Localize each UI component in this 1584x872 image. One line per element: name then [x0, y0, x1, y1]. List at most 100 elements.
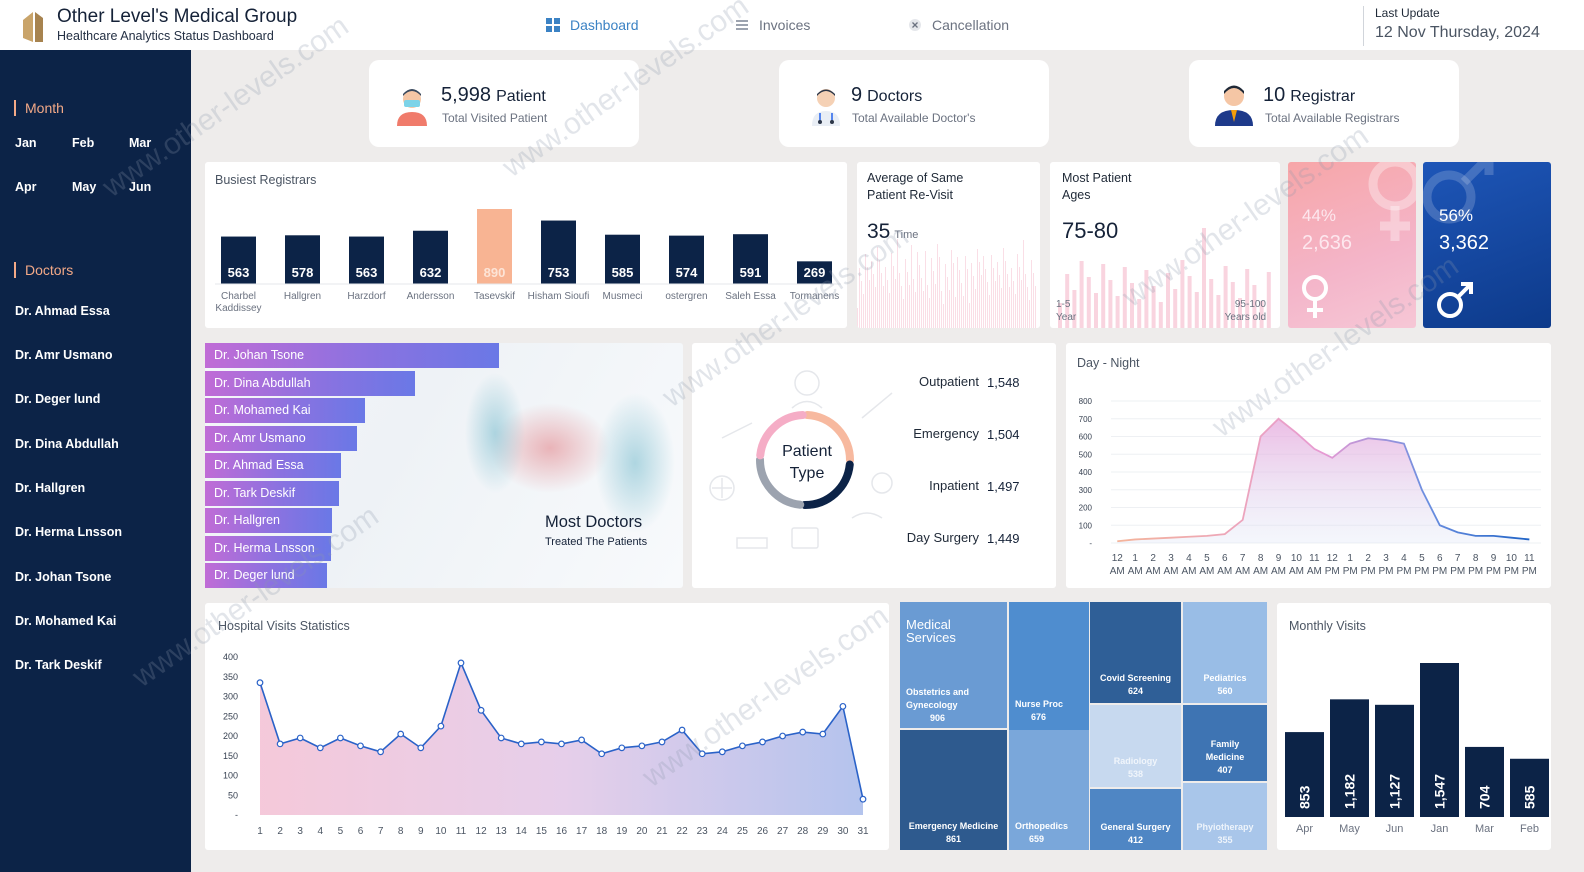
tm-covid-screening[interactable]: Covid Screening 624 — [1090, 602, 1181, 703]
registrar-bar[interactable] — [349, 236, 384, 284]
registrar-bar[interactable] — [669, 235, 704, 284]
day-night-xtick-hour: 7 — [1455, 553, 1461, 564]
donut-slice[interactable] — [803, 411, 855, 465]
visits-point[interactable] — [819, 730, 827, 738]
nav-dashboard[interactable]: Dashboard — [546, 17, 639, 33]
last-update-label: Last Update — [1375, 6, 1440, 20]
nav-invoices[interactable]: Invoices — [735, 17, 810, 33]
doctor-bar[interactable]: Dr. Dina Abdullah — [205, 370, 415, 396]
tm-pediatrics[interactable]: Pediatrics 560 — [1183, 602, 1267, 703]
day-night-xtick-hour: 4 — [1186, 553, 1192, 564]
visits-point[interactable] — [578, 736, 586, 744]
month-feb[interactable]: Feb — [72, 136, 95, 150]
month-may[interactable]: May — [72, 180, 97, 194]
sidebar-doctor[interactable]: Dr. Amr Usmano — [15, 348, 113, 362]
tm-orthopedics[interactable]: Orthopedics 659 — [1009, 730, 1089, 850]
visits-point[interactable] — [698, 750, 706, 758]
monthly-bar[interactable] — [1510, 758, 1549, 817]
sidebar-doctor[interactable]: Dr. Johan Tsone — [15, 570, 112, 584]
donut-slice[interactable] — [756, 455, 805, 509]
sidebar-doctor[interactable]: Dr. Ahmad Essa — [15, 304, 110, 318]
day-night-xtick-period: PM — [1522, 566, 1537, 577]
visits-point[interactable] — [477, 706, 485, 714]
kpi-doctors-number: 9 — [851, 84, 863, 106]
sidebar-doctor[interactable]: Dr. Hallgren — [15, 481, 86, 495]
registrar-bar[interactable] — [477, 209, 512, 284]
tm-obstetrics[interactable]: Obstetrics and Gynecology 906 — [906, 686, 986, 725]
visits-point[interactable] — [316, 744, 324, 752]
visits-point[interactable] — [538, 738, 545, 746]
visits-point[interactable] — [618, 744, 626, 752]
sidebar-doctor[interactable]: Dr. Tark Deskif — [15, 658, 102, 672]
tm-physiotherapy[interactable]: Phyiotherapy 355 — [1183, 783, 1267, 850]
tm-general-surgery[interactable]: General Surgery 412 — [1090, 789, 1181, 850]
visits-point[interactable] — [678, 726, 686, 734]
day-night-xtick-hour: 6 — [1222, 553, 1228, 564]
month-mar[interactable]: Mar — [129, 136, 152, 150]
registrar-bar[interactable] — [285, 235, 320, 284]
month-jan[interactable]: Jan — [15, 136, 37, 150]
visits-xtick: 25 — [737, 826, 749, 837]
visits-point[interactable] — [457, 659, 465, 667]
monthly-bar[interactable] — [1285, 732, 1324, 817]
visits-point[interactable] — [799, 728, 807, 736]
visits-point[interactable] — [296, 734, 304, 742]
visits-point[interactable] — [638, 742, 646, 750]
visits-point[interactable] — [437, 722, 445, 730]
donut-slice[interactable] — [800, 460, 854, 509]
month-apr[interactable]: Apr — [15, 180, 37, 194]
doctor-bar[interactable]: Dr. Deger lund — [205, 563, 327, 588]
visits-point[interactable] — [859, 795, 867, 803]
doctor-bar[interactable]: Dr. Hallgren — [205, 508, 332, 533]
tm-family-medicine[interactable]: Family Medicine 407 — [1183, 705, 1267, 781]
visits-point[interactable] — [779, 732, 786, 740]
donut-slice[interactable] — [756, 411, 807, 460]
registrar-bar[interactable] — [413, 230, 448, 284]
nav-cancellation[interactable]: Cancellation — [908, 17, 1009, 33]
sidebar-doctor[interactable]: Dr. Herma Lnsson — [15, 525, 122, 539]
sidebar-doctor[interactable]: Dr. Deger lund — [15, 392, 101, 406]
visits-point[interactable] — [256, 679, 264, 687]
ages-title: Most Patient Ages — [1062, 170, 1131, 204]
tm-radiology[interactable]: Radiology 538 — [1090, 705, 1181, 787]
nav-invoices-label: Invoices — [759, 17, 811, 33]
visits-point[interactable] — [357, 742, 364, 750]
visits-xtick: 11 — [456, 826, 467, 837]
visits-point[interactable] — [417, 744, 425, 752]
visits-point[interactable] — [397, 730, 405, 738]
doctor-bar[interactable]: Dr. Tark Deskif — [205, 480, 339, 506]
visits-xtick: 29 — [817, 826, 829, 837]
registrar-bar[interactable] — [221, 236, 256, 284]
visits-point[interactable] — [739, 742, 746, 750]
month-jun[interactable]: Jun — [129, 180, 152, 194]
registrar-bar[interactable] — [605, 234, 640, 284]
registrar-bar[interactable] — [797, 261, 832, 284]
monthly-bar[interactable] — [1465, 746, 1504, 817]
registrar-bar[interactable] — [733, 234, 768, 284]
registrar-bar[interactable] — [541, 220, 576, 284]
visits-point[interactable] — [759, 738, 766, 746]
visits-point[interactable] — [497, 734, 505, 742]
doctor-bar[interactable]: Dr. Johan Tsone — [205, 343, 499, 368]
visits-point[interactable] — [276, 740, 284, 748]
monthly-bar[interactable] — [1375, 704, 1414, 817]
visits-point[interactable] — [377, 748, 385, 756]
visits-point[interactable] — [598, 750, 606, 758]
doctor-bar[interactable]: Dr. Herma Lnsson — [205, 535, 331, 561]
visits-point[interactable] — [517, 740, 525, 748]
monthly-bar[interactable] — [1420, 663, 1459, 817]
sidebar-doctor[interactable]: Dr. Mohamed Kai — [15, 614, 117, 628]
registrar-name: Harzdorf — [347, 291, 386, 302]
visits-point[interactable] — [658, 738, 666, 746]
monthly-bar[interactable] — [1330, 699, 1369, 817]
kpi-doctors-value: 9 Doctors — [851, 84, 922, 107]
sidebar-doctor[interactable]: Dr. Dina Abdullah — [15, 437, 119, 451]
visits-point[interactable] — [558, 740, 565, 748]
doctor-bar[interactable]: Dr. Amr Usmano — [205, 425, 357, 451]
visits-point[interactable] — [839, 702, 847, 710]
visits-point[interactable] — [718, 748, 726, 756]
tm-emergency-medicine[interactable]: Emergency Medicine 861 — [900, 730, 1007, 850]
doctor-bar[interactable]: Dr. Ahmad Essa — [205, 453, 341, 478]
doctor-bar[interactable]: Dr. Mohamed Kai — [205, 398, 365, 423]
visits-point[interactable] — [336, 734, 344, 742]
